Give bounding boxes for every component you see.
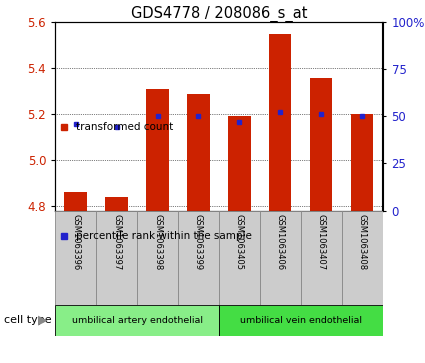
- Text: GSM1063398: GSM1063398: [153, 214, 162, 270]
- Bar: [105, 197, 128, 211]
- Text: umbilical artery endothelial: umbilical artery endothelial: [71, 316, 203, 325]
- Bar: [351, 114, 373, 211]
- Bar: [187, 94, 210, 211]
- Bar: [137, 211, 178, 305]
- Text: percentile rank within the sample: percentile rank within the sample: [76, 231, 252, 241]
- Text: cell type: cell type: [4, 315, 52, 325]
- Text: GSM1063406: GSM1063406: [276, 214, 285, 270]
- Bar: [342, 211, 383, 305]
- Text: transformed count: transformed count: [76, 122, 174, 132]
- Text: GSM1063399: GSM1063399: [194, 214, 203, 270]
- Bar: [65, 192, 87, 211]
- Bar: [55, 211, 96, 305]
- Bar: [260, 211, 300, 305]
- Bar: [219, 211, 260, 305]
- Bar: [219, 305, 382, 336]
- Bar: [228, 116, 251, 211]
- Text: ▶: ▶: [38, 314, 47, 327]
- Text: GSM1063407: GSM1063407: [317, 214, 326, 270]
- Text: GSM1063405: GSM1063405: [235, 214, 244, 270]
- Bar: [300, 211, 342, 305]
- Bar: [269, 34, 292, 211]
- Bar: [96, 211, 137, 305]
- Text: GSM1063396: GSM1063396: [71, 214, 80, 270]
- Text: GSM1063408: GSM1063408: [357, 214, 366, 270]
- Bar: [146, 89, 169, 211]
- Text: umbilical vein endothelial: umbilical vein endothelial: [240, 316, 362, 325]
- Text: GSM1063397: GSM1063397: [112, 214, 121, 270]
- Title: GDS4778 / 208086_s_at: GDS4778 / 208086_s_at: [130, 5, 307, 22]
- Bar: [178, 211, 219, 305]
- Bar: [55, 305, 219, 336]
- Bar: [310, 78, 332, 211]
